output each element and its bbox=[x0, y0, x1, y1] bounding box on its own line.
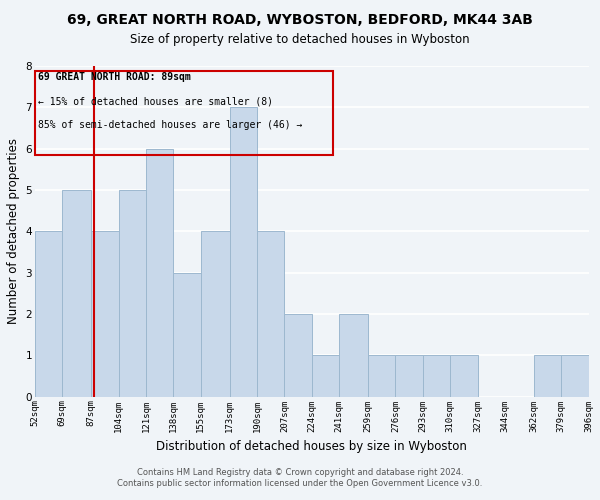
Bar bbox=[257, 232, 284, 396]
Bar bbox=[561, 356, 589, 397]
Text: ← 15% of detached houses are smaller (8): ← 15% of detached houses are smaller (8) bbox=[38, 96, 273, 106]
Bar bbox=[312, 356, 339, 397]
Bar bbox=[284, 314, 312, 396]
Y-axis label: Number of detached properties: Number of detached properties bbox=[7, 138, 20, 324]
Bar bbox=[534, 356, 561, 397]
Bar bbox=[200, 232, 230, 396]
Text: Size of property relative to detached houses in Wyboston: Size of property relative to detached ho… bbox=[130, 32, 470, 46]
Bar bbox=[368, 356, 395, 397]
Bar bbox=[395, 356, 423, 397]
Bar bbox=[35, 232, 62, 396]
Bar bbox=[91, 232, 119, 396]
Bar bbox=[173, 272, 200, 396]
X-axis label: Distribution of detached houses by size in Wyboston: Distribution of detached houses by size … bbox=[156, 440, 467, 453]
Bar bbox=[339, 314, 368, 396]
Bar bbox=[423, 356, 450, 397]
Text: 69, GREAT NORTH ROAD, WYBOSTON, BEDFORD, MK44 3AB: 69, GREAT NORTH ROAD, WYBOSTON, BEDFORD,… bbox=[67, 12, 533, 26]
Text: Contains HM Land Registry data © Crown copyright and database right 2024.
Contai: Contains HM Land Registry data © Crown c… bbox=[118, 468, 482, 487]
Bar bbox=[146, 148, 173, 396]
Bar bbox=[62, 190, 91, 396]
Text: 85% of semi-detached houses are larger (46) →: 85% of semi-detached houses are larger (… bbox=[38, 120, 302, 130]
Bar bbox=[119, 190, 146, 396]
Bar bbox=[450, 356, 478, 397]
Bar bbox=[230, 108, 257, 397]
Text: 69 GREAT NORTH ROAD: 89sqm: 69 GREAT NORTH ROAD: 89sqm bbox=[38, 72, 191, 82]
